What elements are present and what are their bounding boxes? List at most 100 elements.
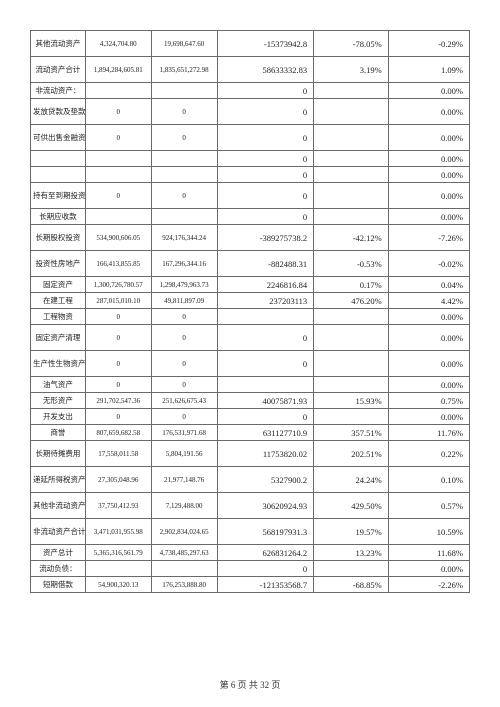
col-prior: 0 [151, 325, 217, 351]
col-current: 287,015,010.10 [85, 293, 151, 309]
col-prior: 167,296,344.16 [151, 251, 217, 277]
col-prior: 1,835,651,272.98 [151, 57, 217, 83]
col-current [85, 167, 151, 183]
col-pct2: -7.26% [388, 225, 469, 251]
col-pct2: 0.00% [388, 183, 469, 209]
row-label: 固定资产 [31, 277, 86, 293]
col-diff: 0 [217, 351, 314, 377]
row-label: 在建工程 [31, 293, 86, 309]
col-prior: 0 [151, 99, 217, 125]
col-diff: -121353568.7 [217, 577, 314, 593]
col-pct2: 0.00% [388, 377, 469, 393]
row-label: 可供出售金融资产 [31, 125, 86, 151]
col-pct1 [314, 151, 389, 167]
col-pct2: 0.00% [388, 151, 469, 167]
col-pct1: 429.50% [314, 493, 389, 519]
row-label: 流动资产合计 [31, 57, 86, 83]
table-row: 可供出售金融资产0000.00% [31, 125, 470, 151]
col-pct1: -78.05% [314, 31, 389, 57]
col-diff: 11753820.02 [217, 441, 314, 467]
col-prior [151, 167, 217, 183]
col-pct1 [314, 125, 389, 151]
row-label [31, 151, 86, 167]
col-pct2: 0.00% [388, 83, 469, 99]
col-pct2: 0.00% [388, 209, 469, 225]
col-prior [151, 83, 217, 99]
col-prior: 0 [151, 183, 217, 209]
row-label: 长期待摊费用 [31, 441, 86, 467]
col-current: 27,305,048.96 [85, 467, 151, 493]
col-pct2: 10.59% [388, 519, 469, 545]
col-prior: 1,298,479,963.73 [151, 277, 217, 293]
col-diff [217, 309, 314, 325]
col-pct2: -0.29% [388, 31, 469, 57]
table-row: 流动负债：00.00% [31, 561, 470, 577]
col-prior: 176,253,888.80 [151, 577, 217, 593]
col-pct1 [314, 167, 389, 183]
table-row: 长期待摊费用17,558,011.585,804,191.5611753820.… [31, 441, 470, 467]
col-current: 166,413,855.85 [85, 251, 151, 277]
col-prior: 924,176,344.24 [151, 225, 217, 251]
financial-table: 其他流动资产4,324,704.8019,698,647.60-15373942… [30, 30, 470, 593]
col-pct2: 11.76% [388, 425, 469, 441]
col-prior: 0 [151, 351, 217, 377]
col-diff: 0 [217, 209, 314, 225]
col-pct2: 0.00% [388, 351, 469, 377]
col-pct1: 0.17% [314, 277, 389, 293]
col-pct2: 0.00% [388, 561, 469, 577]
col-pct1 [314, 561, 389, 577]
col-diff: -15373942.8 [217, 31, 314, 57]
col-prior: 7,129,488.00 [151, 493, 217, 519]
row-label: 其他非流动资产 [31, 493, 86, 519]
table-row: 短期借款54,900,320.13176,253,888.80-12135356… [31, 577, 470, 593]
col-prior: 0 [151, 309, 217, 325]
col-prior: 0 [151, 125, 217, 151]
col-current [85, 151, 151, 167]
col-current: 17,558,011.58 [85, 441, 151, 467]
col-pct1: 15.93% [314, 393, 389, 409]
col-diff: 0 [217, 325, 314, 351]
col-diff: 58633332.83 [217, 57, 314, 83]
table-row: 发放贷款及垫款0000.00% [31, 99, 470, 125]
col-diff: 631127710.9 [217, 425, 314, 441]
table-row: 开发支出0000.00% [31, 409, 470, 425]
col-prior: 0 [151, 409, 217, 425]
col-pct2: 0.00% [388, 125, 469, 151]
row-label [31, 167, 86, 183]
row-label: 长期应收款 [31, 209, 86, 225]
row-label: 资产总计 [31, 545, 86, 561]
col-pct1 [314, 83, 389, 99]
col-pct2: 0.22% [388, 441, 469, 467]
col-current [85, 209, 151, 225]
col-pct1 [314, 183, 389, 209]
col-diff: 30620924.93 [217, 493, 314, 519]
col-prior: 21,977,148.76 [151, 467, 217, 493]
col-pct1: 3.19% [314, 57, 389, 83]
col-pct1 [314, 99, 389, 125]
col-pct1: 13.23% [314, 545, 389, 561]
table-row: 非流动资产：00.00% [31, 83, 470, 99]
col-current: 0 [85, 183, 151, 209]
col-pct2: 0.00% [388, 99, 469, 125]
col-pct1 [314, 351, 389, 377]
col-current: 0 [85, 125, 151, 151]
col-pct1: -42.12% [314, 225, 389, 251]
col-diff [217, 377, 314, 393]
row-label: 固定资产清理 [31, 325, 86, 351]
col-current: 0 [85, 309, 151, 325]
col-pct2: 0.00% [388, 309, 469, 325]
col-current: 0 [85, 409, 151, 425]
col-pct2: 0.75% [388, 393, 469, 409]
col-prior [151, 209, 217, 225]
col-pct2: 4.42% [388, 293, 469, 309]
row-label: 开发支出 [31, 409, 86, 425]
row-label: 长期股权投资 [31, 225, 86, 251]
table-row: 其他非流动资产37,750,412.937,129,488.0030620924… [31, 493, 470, 519]
col-diff: 626831264.2 [217, 545, 314, 561]
col-pct2: 0.00% [388, 409, 469, 425]
col-current: 534,900,606.05 [85, 225, 151, 251]
col-diff: 0 [217, 409, 314, 425]
col-pct1 [314, 325, 389, 351]
col-pct1: -68.85% [314, 577, 389, 593]
col-prior: 2,902,834,024.65 [151, 519, 217, 545]
